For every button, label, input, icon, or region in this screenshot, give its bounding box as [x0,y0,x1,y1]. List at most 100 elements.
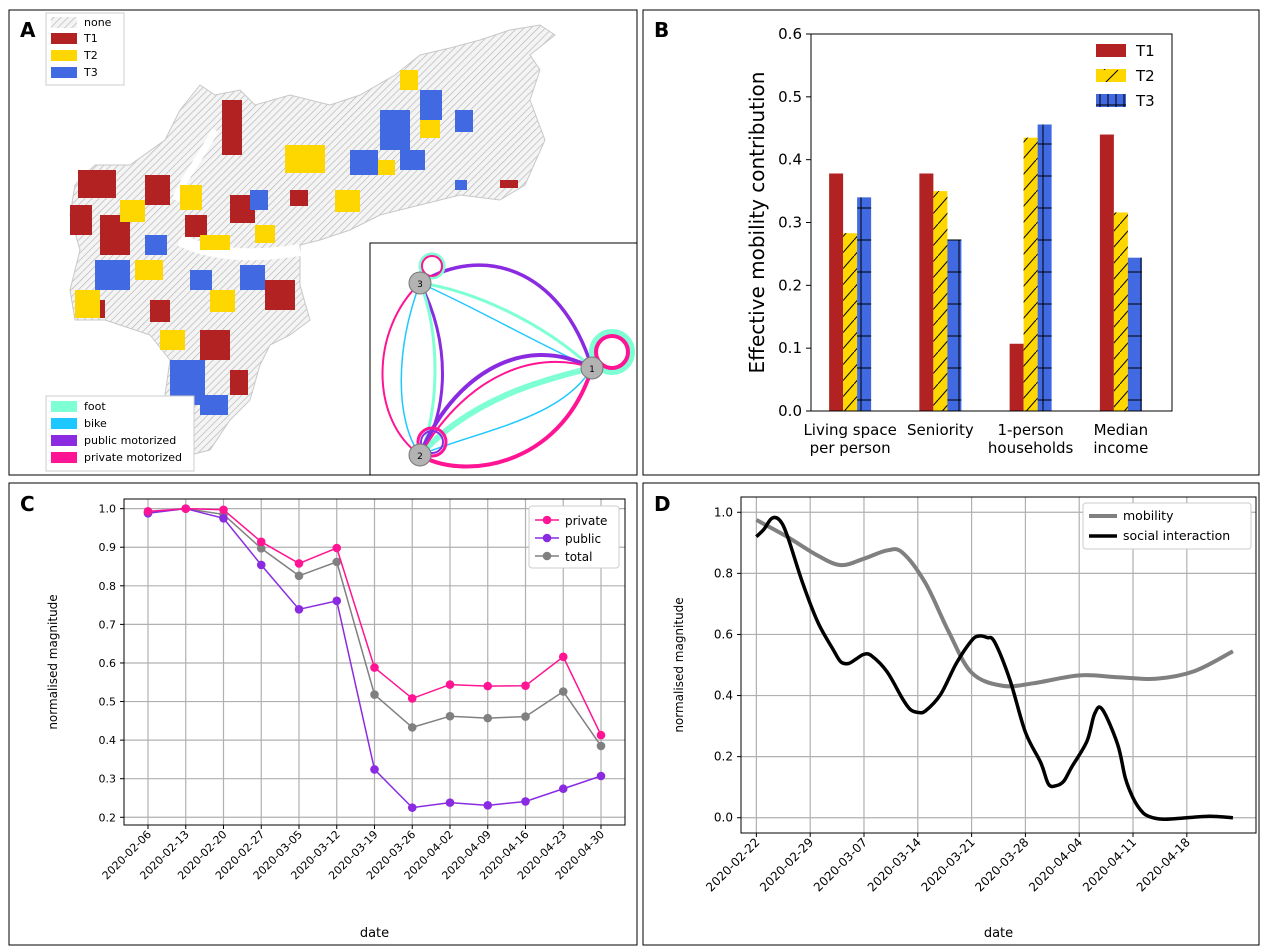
self-loop-1-foot [589,329,635,375]
bar-t1-0 [829,173,844,411]
bar-t1-2 [1009,343,1024,411]
legend-label-public: public motorized [84,434,176,447]
bar-hatch-t2-0 [843,233,858,411]
legend-label-t3: T3 [83,66,98,79]
bar-hatch-t3-1 [947,239,962,411]
bar-t1-3 [1099,134,1114,412]
panel-b-letter: B [654,18,669,42]
legend-label-private: private motorized [84,451,182,464]
series-point-private [219,505,228,515]
series-point-public [483,801,493,810]
x-category-label-line: per person [810,439,891,457]
x-category-label-line: Seniority [907,421,974,439]
series-point-private [596,730,606,740]
bar-t1-1 [919,173,934,411]
x-category-label-line: Median [1094,421,1149,439]
legend-hatch-t2 [1096,69,1126,82]
series-point-total [596,741,606,751]
bar-hatch-t2-1 [933,191,948,411]
panel-d-frame [642,482,1260,946]
network-node-2 [408,443,432,467]
self-loop-1-private [594,334,630,370]
y-axis-label: Effective mobility contribution [745,72,769,374]
bar-hatch-t2-3 [1113,212,1128,411]
legend-swatch-t1 [51,33,77,44]
legend-swatch-private [51,452,77,463]
y-tick-label: 0.2 [714,750,733,764]
series-point-private [181,504,191,513]
legend-marker-total [542,551,552,561]
legend-label-none: none [84,16,112,29]
series-point-public [370,765,379,774]
series-point-total [256,544,266,553]
bar-hatch-t3-2 [1037,124,1052,411]
series-point-total [445,711,455,721]
plot-frame [740,496,1257,834]
bar-hatch-t3-0 [857,197,872,411]
series-point-total [370,690,379,699]
y-tick-label: 0.0 [778,402,802,420]
y-tick-label: 1.0 [714,505,733,519]
edge-3-2-private [381,282,421,456]
panel-a-legend-top: none T1 T2 T3 [45,12,125,86]
y-tick-label: 0.8 [714,566,733,580]
series-point-public [596,771,606,781]
self-loop-3-private [421,255,443,277]
series-point-private [558,652,568,662]
panel-c-letter: C [20,492,35,516]
y-axis-label: normalised magnitude [46,594,60,729]
legend-swatch-t2 [51,50,77,61]
series-point-total [558,687,568,696]
network-node-1 [580,356,604,380]
y-tick-label: 0.6 [99,657,117,670]
edge-3-1-foot [419,281,594,370]
series-point-private [370,663,379,672]
edge-3-2-bike [400,282,421,456]
series-point-private [483,681,493,691]
y-tick-label: 0.5 [778,88,802,106]
edge-2-1-private-2 [419,361,593,456]
legend-label-t1: T1 [83,32,98,45]
y-tick-label: 0.1 [778,339,802,357]
panel-a-letter: A [20,18,36,42]
map-river [177,234,301,261]
series-point-public [256,560,266,570]
map-t3-districts [95,90,473,415]
legend-marker-private [542,515,552,525]
series-point-private [407,694,417,703]
panel-b-bar-chart: B 0.0 0.1 0.2 0.3 0.4 0.5 0.6 Effective mobilit… [642,9,1260,476]
legend-hatch-t3 [1096,94,1126,107]
series-point-public [219,513,228,523]
y-tick-label: 0.2 [99,811,117,824]
legend-swatch-public [51,435,77,446]
legend-label-foot: foot [84,400,106,413]
x-category-label-line: 1-person [997,421,1063,439]
panel-d-letter: D [654,492,671,516]
series-point-private [143,507,153,516]
y-axis-label: normalised magnitude [672,597,686,732]
y-tick-label: 0.3 [778,214,802,232]
series-point-private [256,537,266,547]
panel-c-line-chart: C 0.20.30.40.50.60.70.80.91.02020-02-062… [8,482,638,946]
legend-marker-public [542,533,552,543]
series-point-total [407,723,417,732]
network-inset: 3 2 1 [369,242,638,476]
panel-a-legend-bottom: foot bike public motorized private motor… [45,395,195,472]
legend-swatch-foot [51,401,77,412]
series-point-public [558,784,568,794]
y-tick-label: 0.4 [714,689,733,703]
series-point-public [294,605,304,614]
y-tick-label: 0.7 [99,618,117,631]
legend-label-public: public [565,532,601,546]
series-point-total [332,557,342,567]
y-tick-label: 1.0 [99,503,117,516]
series-point-public [332,596,342,606]
map-t2-districts [75,70,440,350]
legend-label-t1: T1 [1135,42,1155,60]
legend-frame [528,505,620,569]
network-node-3 [408,271,432,295]
x-category-label-line: Living space [803,421,896,439]
legend-label-total: total [565,550,592,564]
y-tick-label: 0.9 [99,541,117,554]
